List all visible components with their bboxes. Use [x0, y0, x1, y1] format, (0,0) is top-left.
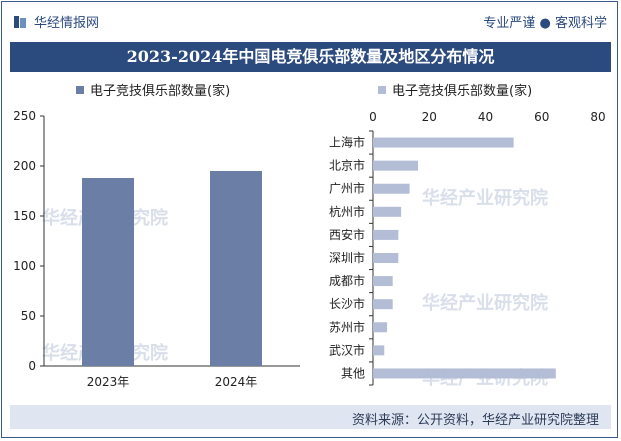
bar [373, 322, 388, 333]
bar [373, 345, 385, 356]
x-tick-label: 20 [422, 110, 437, 124]
logo-text: 华经情报网 [34, 16, 100, 31]
legend-label: 电子竞技俱乐部数量(家) [90, 83, 230, 99]
x-tick-label: 0 [369, 110, 377, 124]
bar [373, 299, 393, 310]
left-bar-chart: 电子竞技俱乐部数量(家) 0 50 100 150 200 250 2023年 2024年 [13, 83, 300, 389]
right-bar-chart: 电子竞技俱乐部数量(家) 0 20 40 60 80 上海市北京市广州市杭州市西安市深圳市成… [329, 83, 606, 386]
y-tick-label: 深圳市 [329, 250, 365, 265]
legend-swatch [378, 86, 386, 94]
y-tick-label: 上海市 [329, 135, 365, 150]
legend-label: 电子竞技俱乐部数量(家) [392, 83, 532, 99]
y-tick-label: 150 [13, 209, 36, 223]
bar [373, 276, 393, 287]
logo-icon [14, 15, 28, 29]
charts-canvas: 华经产业研究院华经产业研究院华经产业研究院华经产业研究院华经产业研究院 电子竞技… [13, 83, 606, 389]
bar [373, 183, 410, 194]
y-tick-label: 0 [28, 359, 36, 373]
x-tick-label: 2024年 [215, 375, 258, 389]
x-tick-label: 80 [590, 110, 605, 124]
footer: 资料来源：公开资料，华经产业研究院整理 [10, 405, 611, 429]
legend-swatch [76, 86, 84, 94]
y-tick-label: 武汉市 [329, 342, 365, 357]
logo: 华经情报网 [14, 12, 99, 31]
y-tick-label: 北京市 [329, 158, 365, 173]
y-tick-label: 长沙市 [329, 296, 365, 311]
y-tick-label: 苏州市 [329, 319, 365, 334]
y-tick-label: 100 [13, 259, 36, 273]
x-tick-label: 60 [534, 110, 549, 124]
bar [373, 253, 399, 263]
bar [373, 206, 402, 217]
bar [373, 229, 399, 240]
y-tick-label: 50 [21, 309, 36, 323]
x-tick-label: 40 [478, 110, 493, 124]
watermark-text: 华经产业研究院 [422, 292, 548, 314]
bar [210, 171, 262, 366]
slogan: 专业严谨 ● 客观科学 [483, 16, 607, 31]
watermarks: 华经产业研究院华经产业研究院华经产业研究院华经产业研究院华经产业研究院 [42, 187, 548, 389]
bar [373, 368, 556, 379]
header: 华经情报网 专业严谨 ● 客观科学 [2, 2, 619, 38]
y-tick-label: 200 [13, 159, 36, 173]
bar [373, 137, 514, 148]
source-note: 资料来源：公开资料，华经产业研究院整理 [351, 413, 599, 428]
bar [373, 160, 418, 171]
y-tick-label: 成都市 [329, 273, 365, 288]
y-tick-label: 250 [13, 109, 36, 123]
y-tick-label: 杭州市 [329, 204, 365, 219]
chart-title: 2023-2024年中国电竞俱乐部数量及地区分布情况 [10, 42, 611, 72]
x-tick-label: 2023年 [87, 375, 130, 389]
y-tick-label: 广州市 [329, 181, 365, 196]
y-tick-label: 西安市 [329, 227, 365, 242]
bar [82, 178, 134, 366]
y-tick-label: 其他 [341, 366, 365, 380]
watermark-text: 华经产业研究院 [422, 187, 548, 209]
